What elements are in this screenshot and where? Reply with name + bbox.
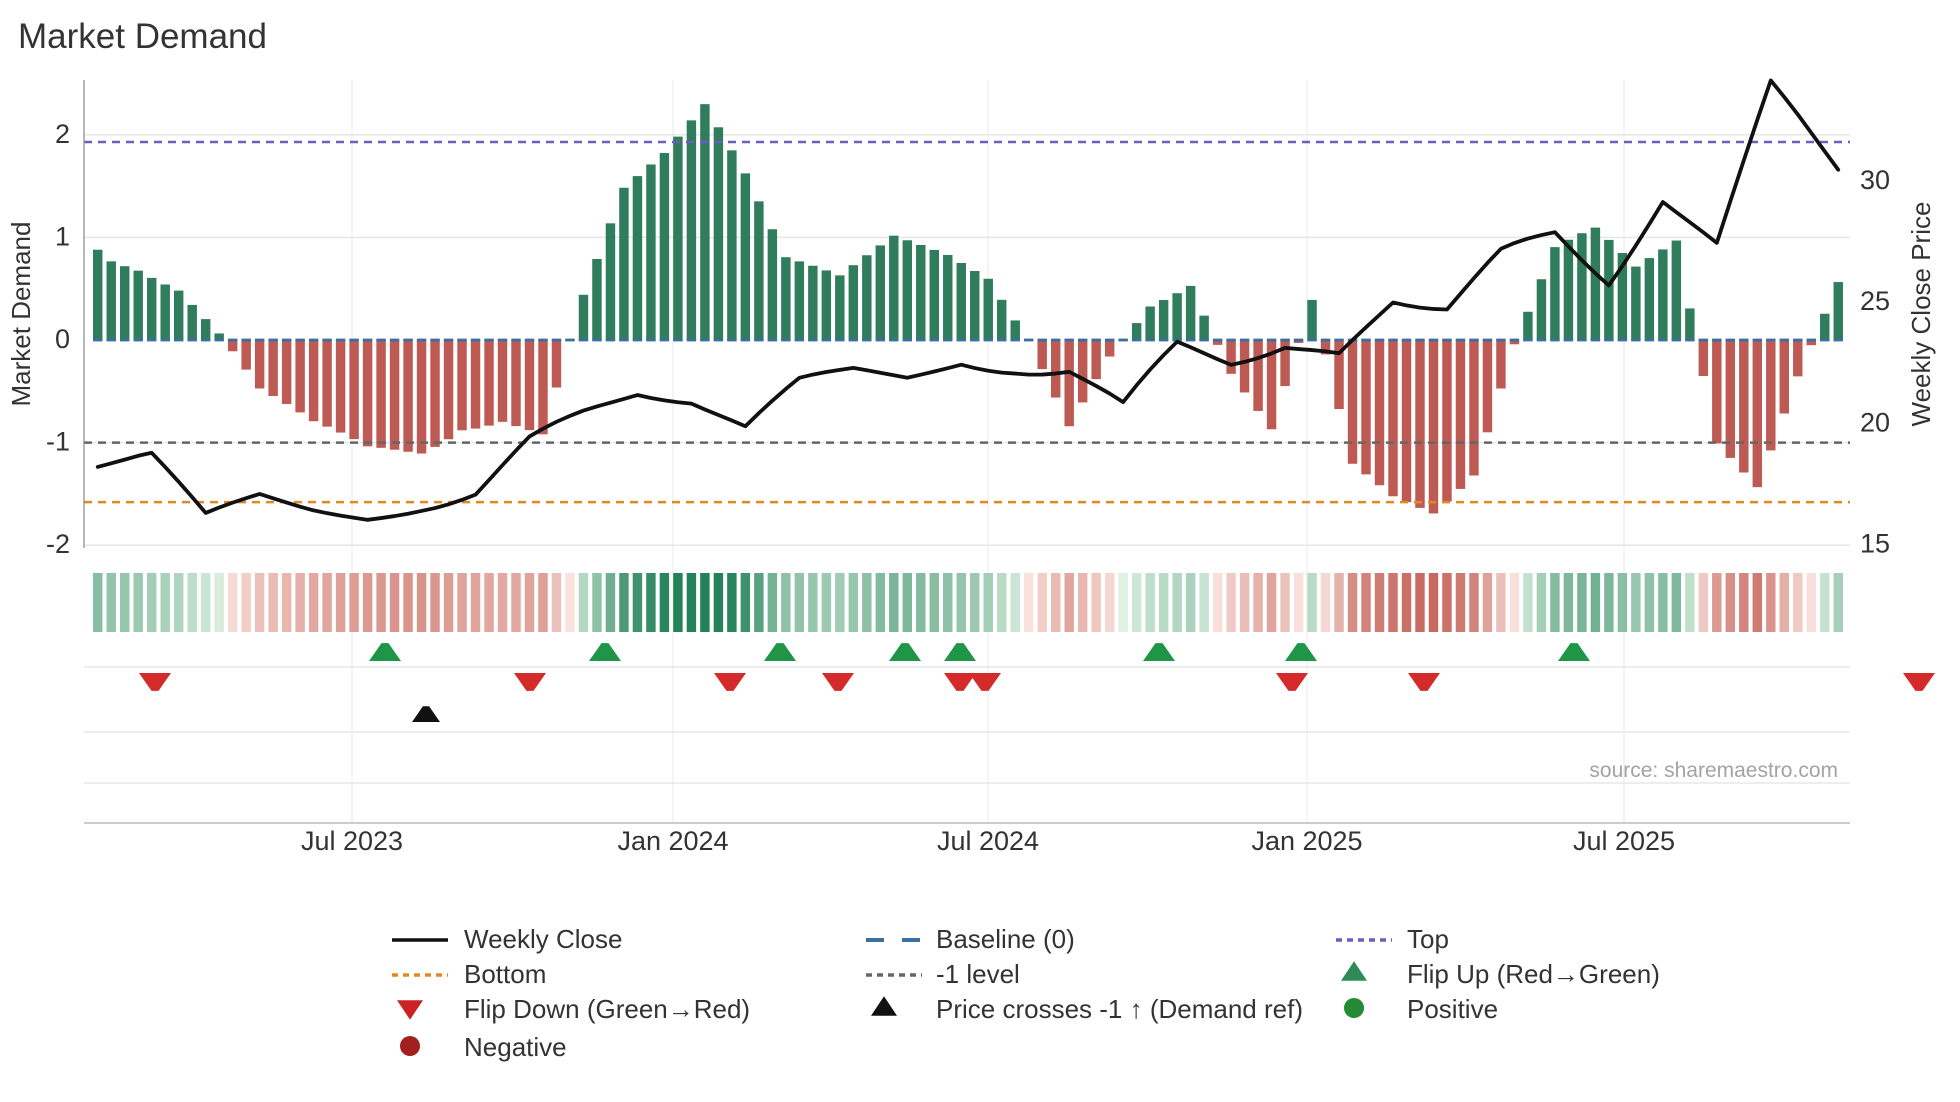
svg-text:25: 25 xyxy=(1860,286,1890,316)
svg-text:15: 15 xyxy=(1860,528,1890,558)
svg-text:Baseline (0): Baseline (0) xyxy=(936,924,1075,954)
svg-text:20: 20 xyxy=(1860,407,1890,437)
svg-text:Market Demand: Market Demand xyxy=(18,17,267,56)
svg-text:-1 level: -1 level xyxy=(936,959,1020,989)
svg-text:30: 30 xyxy=(1860,165,1890,195)
svg-text:Positive: Positive xyxy=(1407,994,1498,1024)
svg-text:0: 0 xyxy=(55,324,70,354)
svg-text:Weekly Close Price: Weekly Close Price xyxy=(1906,202,1936,427)
svg-text:Bottom: Bottom xyxy=(464,959,546,989)
svg-text:source: sharemaestro.com: source: sharemaestro.com xyxy=(1589,759,1838,782)
svg-text:-2: -2 xyxy=(46,529,70,559)
svg-text:1: 1 xyxy=(55,221,70,251)
svg-text:Price crosses -1 ↑ (Demand ref: Price crosses -1 ↑ (Demand ref) xyxy=(936,994,1303,1024)
svg-text:Jan 2024: Jan 2024 xyxy=(617,826,728,856)
svg-text:Negative: Negative xyxy=(464,1032,567,1062)
svg-text:Jul 2023: Jul 2023 xyxy=(301,826,403,856)
svg-text:Weekly Close: Weekly Close xyxy=(464,924,622,954)
svg-text:Jul 2024: Jul 2024 xyxy=(937,826,1039,856)
svg-text:Flip Down (Green→Red): Flip Down (Green→Red) xyxy=(464,994,750,1024)
svg-text:Jan 2025: Jan 2025 xyxy=(1251,826,1362,856)
svg-text:Top: Top xyxy=(1407,924,1449,954)
svg-text:Flip Up (Red→Green): Flip Up (Red→Green) xyxy=(1407,959,1660,989)
svg-text:Market Demand: Market Demand xyxy=(6,222,36,407)
svg-text:Jul 2025: Jul 2025 xyxy=(1573,826,1675,856)
svg-text:-1: -1 xyxy=(46,427,70,457)
svg-text:2: 2 xyxy=(55,119,70,149)
